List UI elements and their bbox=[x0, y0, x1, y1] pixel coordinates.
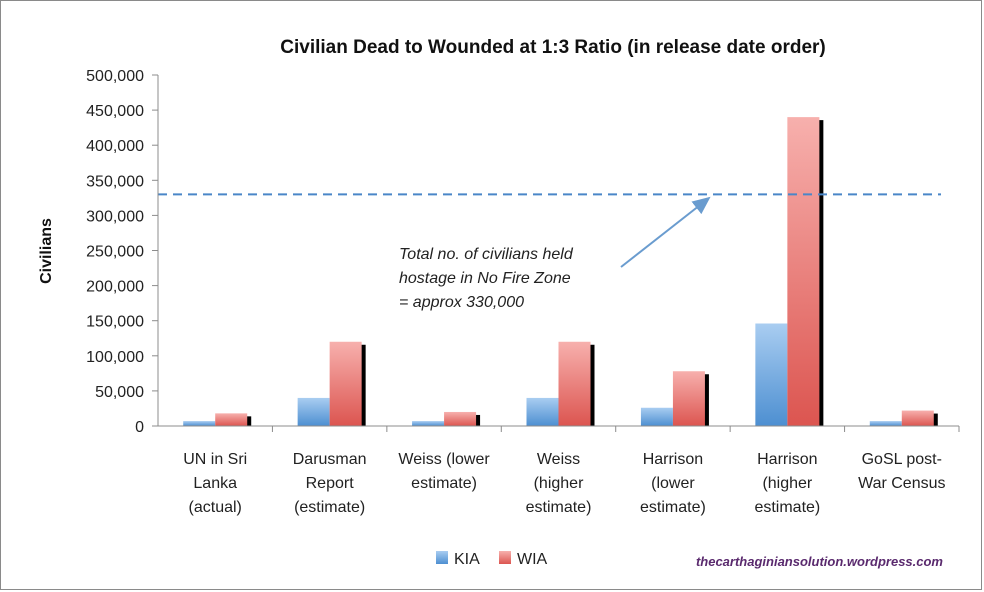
legend-label-kia: KIA bbox=[454, 551, 480, 568]
y-tick-label: 0 bbox=[135, 419, 144, 436]
bar-wia bbox=[901, 410, 934, 426]
annotation-line-2: hostage in No Fire Zone bbox=[399, 270, 571, 287]
x-tick-label: GoSL post- bbox=[862, 451, 942, 468]
y-tick-label: 50,000 bbox=[95, 384, 144, 401]
bar-kia bbox=[640, 407, 673, 426]
bar-kia bbox=[412, 421, 445, 426]
bar-kia bbox=[297, 397, 330, 426]
y-tick-label: 200,000 bbox=[86, 279, 144, 296]
annotation-line-3: = approx 330,000 bbox=[399, 294, 524, 311]
y-tick-label: 500,000 bbox=[86, 68, 144, 85]
bar-kia bbox=[526, 397, 559, 426]
chart-title: Civilian Dead to Wounded at 1:3 Ratio (i… bbox=[280, 37, 825, 58]
x-tick-label: Darusman bbox=[293, 451, 367, 468]
bar-wia bbox=[558, 341, 591, 426]
bar-wia bbox=[215, 413, 248, 426]
annotation-line-1: Total no. of civilians held bbox=[399, 246, 574, 263]
x-axis-ticks: UN in Sri Lanka (actual) Darusman Report (est… bbox=[183, 426, 960, 516]
bars bbox=[183, 117, 938, 427]
x-tick-label: (actual) bbox=[189, 499, 242, 516]
x-tick-label: estimate) bbox=[640, 499, 706, 516]
x-tick-label: (estimate) bbox=[294, 499, 365, 516]
x-tick-label: War Census bbox=[858, 475, 945, 492]
x-tick-label: (lower bbox=[651, 475, 695, 492]
legend-swatch-wia bbox=[499, 551, 511, 564]
x-tick-label: estimate) bbox=[754, 499, 820, 516]
x-tick-label: Lanka bbox=[193, 475, 237, 492]
x-tick-label: Report bbox=[306, 475, 355, 492]
legend-label-wia: WIA bbox=[517, 551, 548, 568]
y-tick-label: 100,000 bbox=[86, 349, 144, 366]
x-tick-label: UN in Sri bbox=[183, 451, 247, 468]
legend-swatch-kia bbox=[436, 551, 448, 564]
y-tick-label: 150,000 bbox=[86, 314, 144, 331]
watermark: thecarthaginiansolution.wordpress.com bbox=[696, 554, 943, 569]
bar-wia bbox=[444, 411, 477, 426]
y-tick-label: 350,000 bbox=[86, 173, 144, 190]
bar-kia bbox=[869, 421, 902, 426]
y-tick-label: 300,000 bbox=[86, 208, 144, 225]
y-tick-label: 450,000 bbox=[86, 103, 144, 120]
x-tick-label: Harrison bbox=[643, 451, 703, 468]
annotation-arrow bbox=[620, 196, 711, 268]
legend: KIA WIA bbox=[436, 551, 548, 568]
x-tick-label: Weiss bbox=[537, 451, 580, 468]
x-tick-label: estimate) bbox=[526, 499, 592, 516]
y-axis-label: Civilians bbox=[38, 218, 55, 284]
bar-wia bbox=[672, 371, 705, 426]
x-tick-label: Harrison bbox=[757, 451, 817, 468]
y-tick-label: 250,000 bbox=[86, 244, 144, 261]
bar-wia bbox=[329, 341, 362, 426]
annotation: Total no. of civilians held hostage in N… bbox=[399, 196, 711, 311]
bar-wia bbox=[787, 117, 820, 427]
x-tick-label: estimate) bbox=[411, 475, 477, 492]
bar-kia bbox=[183, 421, 216, 426]
x-tick-label: (higher bbox=[762, 475, 812, 492]
bar-kia bbox=[755, 323, 788, 426]
x-tick-label: (higher bbox=[534, 475, 584, 492]
y-tick-label: 400,000 bbox=[86, 138, 144, 155]
y-axis-ticks: 0 50,000 100,000 150,000 200,000 250,000 300,0… bbox=[86, 68, 158, 436]
x-tick-label: Weiss (lower bbox=[398, 451, 490, 468]
